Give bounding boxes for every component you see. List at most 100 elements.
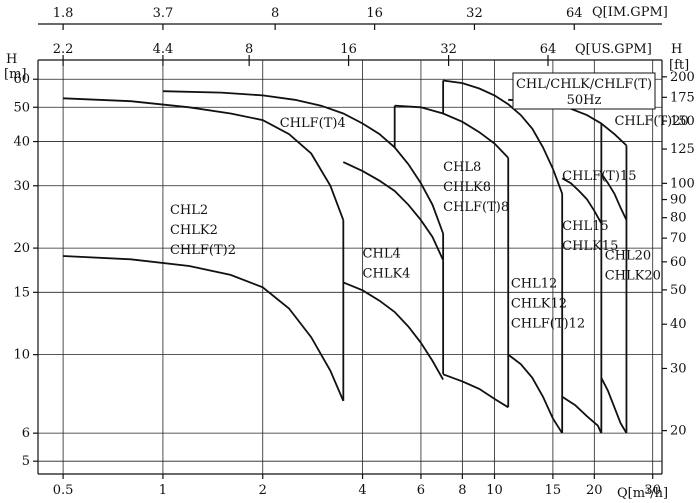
im-gpm-tick-label: 1.8	[53, 6, 74, 21]
ft-tick-label: 30	[670, 361, 687, 376]
im-gpm-tick-label: 16	[366, 6, 383, 21]
pump-curve	[507, 353, 563, 434]
ft-tick-label: 200	[670, 70, 695, 85]
series-label-line: CHLK2	[170, 223, 218, 238]
pump-curve	[342, 281, 444, 381]
x-tick-label: 10	[486, 483, 503, 498]
y-tick-label: 6	[22, 426, 30, 441]
series-label-line: CHLF(T)20	[614, 114, 688, 129]
y-tick-label: 10	[13, 348, 30, 363]
right-axis-label-h: H	[671, 42, 682, 57]
y-tick-label: 20	[13, 241, 30, 256]
x-tick-label: 30	[644, 483, 661, 498]
chart-frame	[37, 23, 663, 475]
us-gpm-tick-label: 64	[540, 42, 557, 57]
us-gpm-tick-label: 16	[340, 42, 357, 57]
us-gpm-tick-label: 32	[440, 42, 457, 57]
x-tick-label: 20	[586, 483, 603, 498]
pump-curves	[63, 79, 628, 434]
x-tick-label: 15	[545, 483, 562, 498]
ft-tick-label: 175	[670, 90, 695, 105]
y-tick-label: 40	[13, 135, 30, 150]
y-tick-label: 30	[13, 179, 30, 194]
chart-grid	[38, 60, 662, 474]
ft-tick-label: 125	[670, 142, 695, 157]
x-tick-label: 8	[458, 483, 466, 498]
series-label-line: CHLK20	[605, 268, 661, 283]
series-label-line: CHL20	[605, 248, 651, 263]
x-tick-label: 2	[259, 483, 267, 498]
im-gpm-tick-label: 64	[566, 6, 583, 21]
pump-curve	[442, 373, 509, 409]
series-label: CHLF(T)20	[614, 114, 688, 129]
series-label-line: CHLK4	[363, 267, 411, 282]
series-label-line: CHLF(T)15	[562, 169, 636, 184]
series-label-line: CHL15	[562, 219, 608, 234]
series-label: CHL15 CHLK15	[562, 219, 618, 254]
ft-tick-label: 80	[670, 211, 687, 226]
pump-curve	[342, 161, 444, 261]
im-gpm-tick-label: 8	[271, 6, 279, 21]
ft-tick-label: 90	[670, 193, 687, 208]
series-label: CHLF(T)4	[280, 116, 346, 131]
legend-box: CHL/CHLK/CHLF(T) 50Hz	[512, 72, 656, 110]
x-tick-label: 1	[159, 483, 167, 498]
series-label-line: CHLK15	[562, 239, 618, 254]
ft-tick-label: 50	[670, 283, 687, 298]
right-axis-label-unit: [ft]	[669, 58, 689, 73]
im-gpm-tick-label: 32	[466, 6, 483, 21]
series-label: CHL8 CHLK8 CHLF(T)8	[443, 160, 509, 215]
series-label-line: CHL2	[170, 203, 208, 218]
ft-tick-label: 20	[670, 424, 687, 439]
series-label-line: CHLF(T)8	[443, 200, 509, 215]
ft-tick-label: 150	[670, 114, 695, 129]
pump-curve	[600, 172, 628, 221]
x-tick-label: 6	[417, 483, 425, 498]
top-im-axis-label: Q[IM.GPM]	[592, 5, 668, 20]
pump-curve	[442, 79, 564, 195]
x-tick-label: 4	[358, 483, 366, 498]
tick-labels: 0.5 1 2 4 6 8 10 15 20 30 5 6 10 15 20 30 40 50 60 20 30 40 50…	[13, 6, 694, 498]
series-label: CHL20 CHLK20	[605, 248, 661, 283]
series-label: CHL12 CHLK12 CHLF(T)12	[511, 276, 585, 331]
pump-curve	[162, 90, 444, 234]
series-label-line: CHLF(T)4	[280, 116, 346, 131]
us-gpm-tick-label: 8	[245, 42, 253, 57]
x-tick-label: 0.5	[53, 483, 74, 498]
pump-curve	[561, 177, 603, 224]
y-tick-label: 5	[22, 454, 30, 469]
series-label-line: CHL8	[443, 160, 481, 175]
pump-curve	[63, 97, 345, 221]
y-tick-label: 60	[13, 72, 30, 87]
series-label: CHL2 CHLK2 CHLF(T)2	[170, 203, 236, 258]
ft-tick-label: 100	[670, 176, 695, 191]
series-label-line: CHLF(T)2	[170, 243, 236, 258]
series-label: CHLF(T)15	[562, 169, 636, 184]
ft-tick-label: 70	[670, 231, 687, 246]
pump-curve	[63, 255, 345, 402]
y-tick-label: 15	[13, 285, 30, 300]
pump-curve	[600, 377, 628, 434]
series-label-line: CHL4	[363, 247, 401, 262]
legend-title: CHL/CHLK/CHLF(T)	[516, 77, 652, 92]
series-label-line: CHLF(T)12	[511, 316, 585, 331]
legend-frequency: 50Hz	[567, 93, 602, 108]
pump-curve	[394, 104, 509, 159]
ft-tick-label: 40	[670, 317, 687, 332]
series-label: CHL4 CHLK4	[363, 247, 411, 282]
series-label-line: CHLK12	[511, 296, 567, 311]
ft-tick-label: 60	[670, 255, 687, 270]
series-label-line: CHLK8	[443, 180, 491, 195]
im-gpm-tick-label: 3.7	[153, 6, 174, 21]
top-us-axis-label: Q[US.GPM]	[575, 42, 652, 57]
left-axis-label-h: H	[6, 52, 17, 67]
y-tick-label: 50	[13, 100, 30, 115]
pump-curve	[561, 396, 603, 434]
left-axis-label-unit: [m]	[4, 67, 26, 82]
bottom-axis-label: Q[m³/h]	[617, 486, 668, 501]
series-labels: CHL2CHLK2CHLF(T)2CHLF(T)4CHL4CHLK4CHL8CH…	[170, 114, 689, 331]
us-gpm-tick-label: 4.4	[153, 42, 174, 57]
us-gpm-tick-label: 2.2	[53, 42, 74, 57]
series-label-line: CHL12	[511, 276, 557, 291]
